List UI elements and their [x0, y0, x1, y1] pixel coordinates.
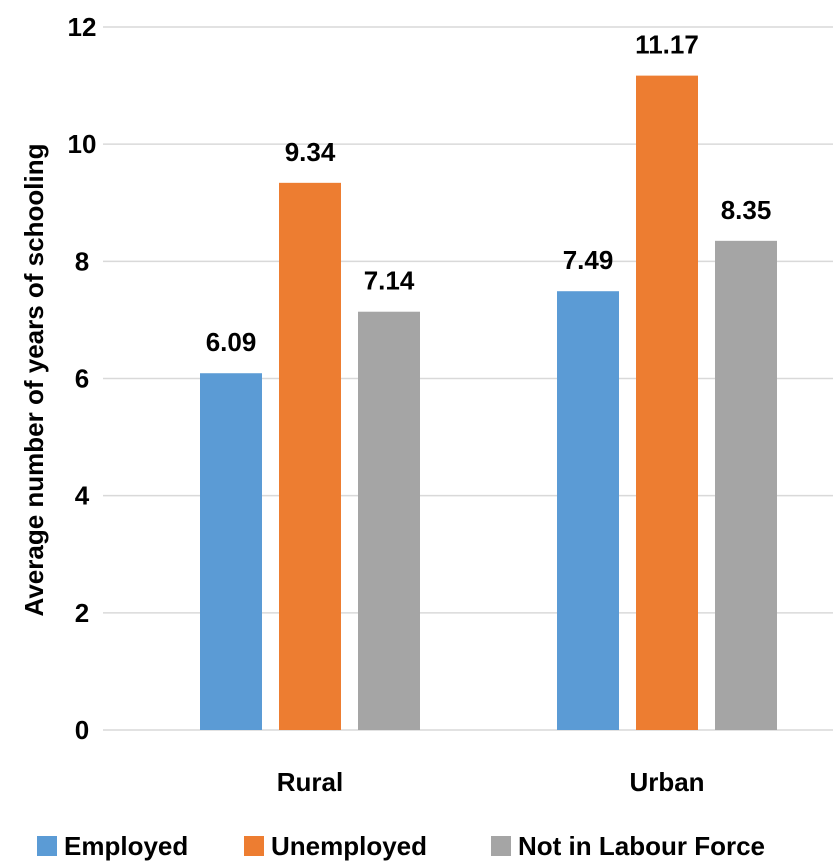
x-tick-label: Rural — [277, 767, 343, 797]
bar-unemployed — [636, 75, 698, 731]
legend-label: Not in Labour Force — [518, 831, 765, 861]
legend: Employed Unemployed Not in Labour Force — [37, 831, 765, 861]
legend-swatch — [491, 836, 511, 856]
y-tick-label: 2 — [75, 598, 89, 628]
y-tick-label: 4 — [75, 481, 90, 511]
bars — [200, 75, 777, 731]
y-axis-label: Average number of years of schooling — [19, 144, 49, 617]
x-axis-ticks: Rural Urban — [277, 767, 705, 797]
bar-employed — [557, 291, 619, 730]
bar-employed — [200, 373, 262, 730]
y-tick-label: 6 — [75, 364, 89, 394]
data-label: 7.49 — [563, 245, 614, 275]
data-label: 6.09 — [206, 327, 257, 357]
data-label: 11.17 — [635, 30, 699, 60]
bar-not-in-labour-force — [715, 240, 777, 730]
bar-unemployed — [279, 182, 341, 730]
y-tick-label: 10 — [68, 129, 97, 159]
legend-swatch — [37, 836, 57, 856]
y-tick-label: 0 — [75, 715, 89, 745]
y-axis-ticks: 0 2 4 6 8 10 12 — [68, 12, 97, 745]
legend-label: Unemployed — [271, 831, 427, 861]
y-tick-label: 8 — [75, 246, 89, 276]
legend-swatch — [244, 836, 264, 856]
x-tick-label: Urban — [629, 767, 704, 797]
bar-not-in-labour-force — [358, 311, 420, 730]
legend-label: Employed — [64, 831, 188, 861]
y-tick-label: 12 — [68, 12, 97, 42]
data-label: 9.34 — [285, 137, 336, 167]
data-label: 8.35 — [721, 195, 772, 225]
data-labels: 6.09 7.49 9.34 11.17 7.14 8.35 — [206, 30, 772, 358]
data-label: 7.14 — [364, 266, 415, 296]
